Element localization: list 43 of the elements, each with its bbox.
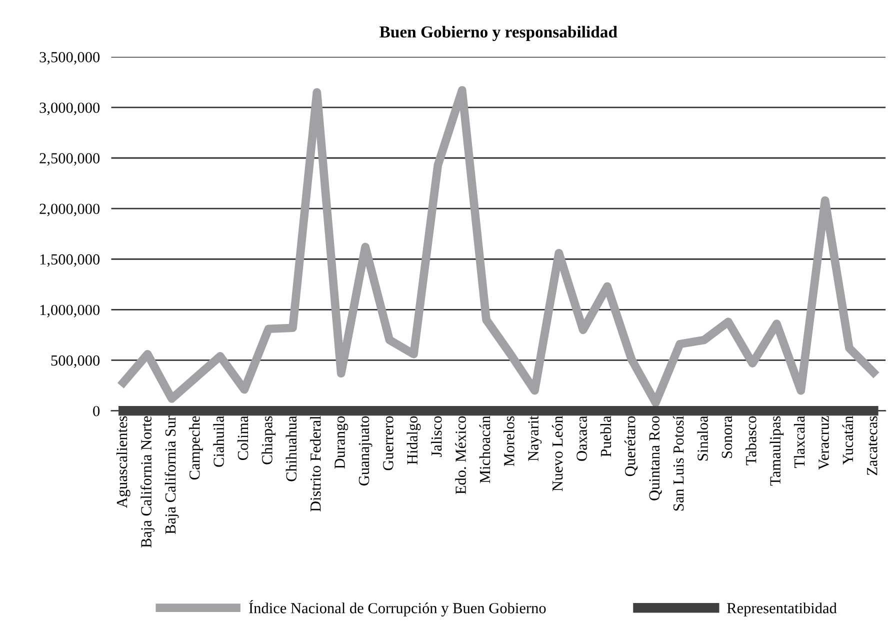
x-tick-label: Ciahuila <box>213 416 224 467</box>
x-tick-label: Nuevo León <box>552 416 563 492</box>
x-tick-label: Puebla <box>600 416 612 457</box>
x-tick-label: Chiapas <box>262 416 276 464</box>
x-tick-label: Chihuahua <box>286 416 297 482</box>
x-tick-label: Quintana Roo <box>649 416 662 500</box>
x-tick-label: Tamaulipas <box>770 416 784 486</box>
x-tick-label: Colima <box>237 416 248 460</box>
x-tick-label: Distrito Federal <box>310 416 321 512</box>
y-tick-label: 1,500,000 <box>40 254 100 267</box>
x-tick-label: San Luis Potosí <box>672 416 684 511</box>
x-tick-label: Sinaloa <box>697 416 708 460</box>
x-tick-label: Querétaro <box>624 416 638 476</box>
y-tick-label: 1,000,000 <box>40 304 100 318</box>
x-tick-label: Jalisco <box>430 416 442 457</box>
x-tick-label: Campeche <box>189 416 203 480</box>
x-tick-label: Veracruz <box>818 416 829 470</box>
y-tick-label: 3,500,000 <box>40 52 100 65</box>
y-tick-label: 2,500,000 <box>40 153 100 166</box>
y-tick-label: 3,000,000 <box>40 102 100 116</box>
x-tick-label: Sonora <box>722 416 732 458</box>
x-tick-label: Tlaxcala <box>794 416 805 468</box>
x-tick-label: Guerrero <box>383 416 394 470</box>
chart-title: Buen Gobierno y responsabilidad <box>380 26 618 42</box>
x-tick-label: Nayarit <box>528 416 542 462</box>
x-tick-label: Michoacán <box>479 416 490 484</box>
x-tick-label: Hidalgo <box>406 416 421 464</box>
legend-label: Índice Nacional de Corrupción y Buen Gobierno <box>249 600 546 616</box>
x-tick-label: Baja California Norte <box>140 416 155 548</box>
x-tick-label: Zacatecas <box>867 416 878 476</box>
y-tick-label: 0 <box>93 406 100 416</box>
x-tick-label: Baja California Sur <box>164 416 179 534</box>
x-tick-label: Oaxaca <box>576 416 587 461</box>
x-tick-label: Aguascalientes <box>116 416 130 508</box>
x-tick-label: Guanajuato <box>358 416 372 486</box>
x-tick-label: Edo. México <box>455 416 466 494</box>
legend-label: Representatibidad <box>727 602 837 616</box>
x-tick-label: Morelos <box>504 416 514 466</box>
x-tick-label: Tabasco <box>746 416 756 466</box>
x-tick-label: Durango <box>334 416 348 469</box>
x-tick-label: Yucatán <box>842 416 854 465</box>
y-tick-label: 500,000 <box>51 355 100 368</box>
y-tick-label: 2,000,000 <box>40 204 100 216</box>
